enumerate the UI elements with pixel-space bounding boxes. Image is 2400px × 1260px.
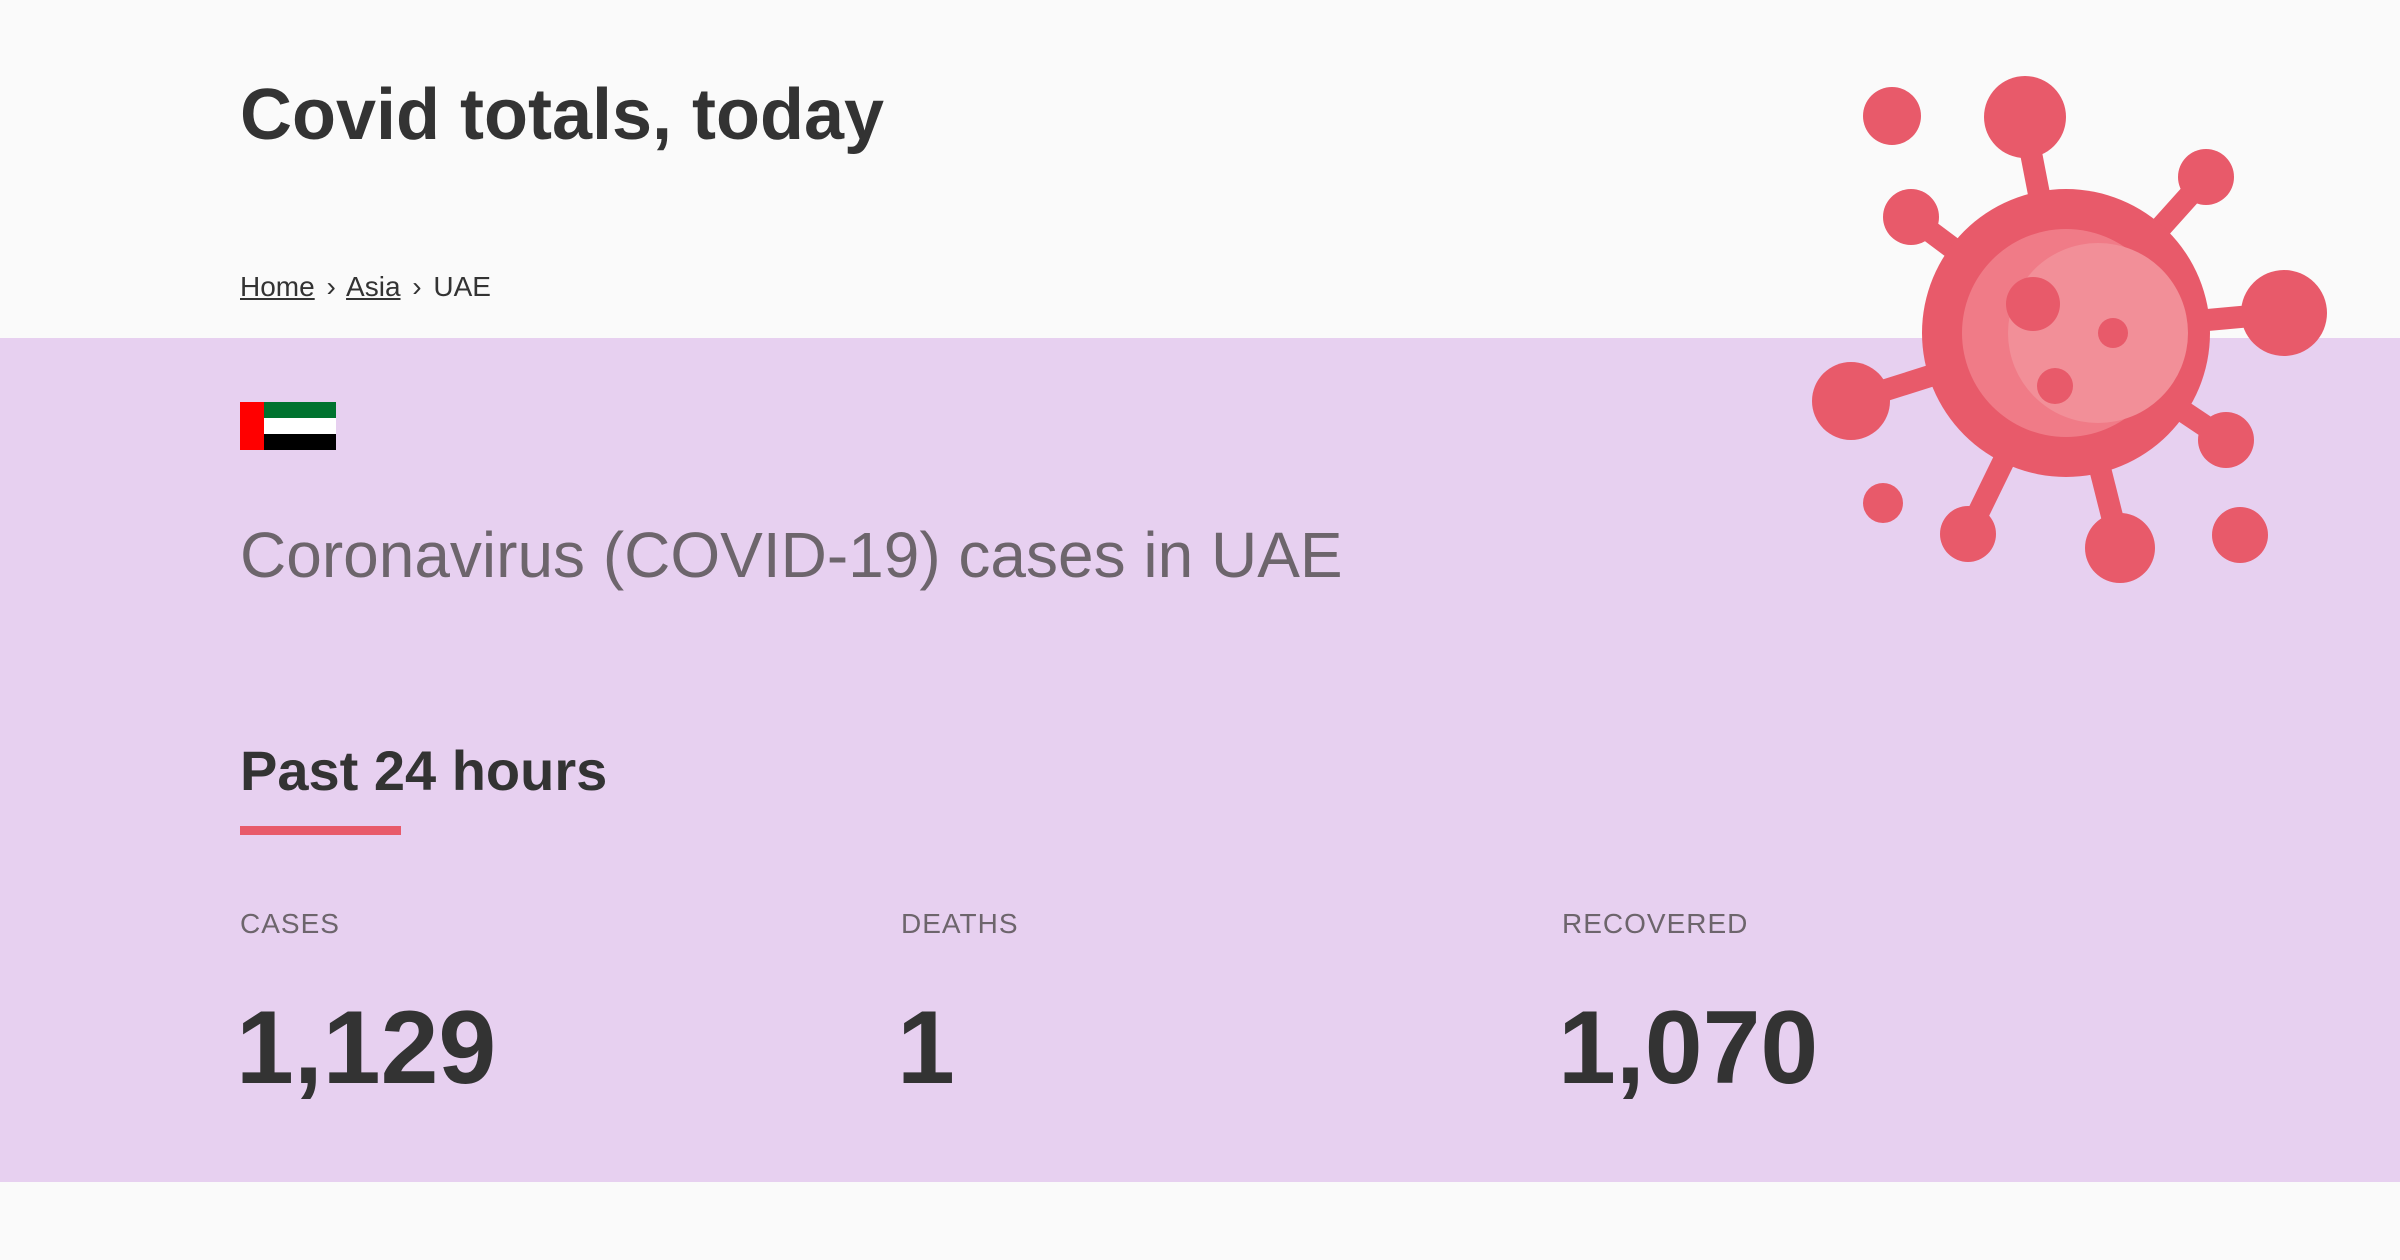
breadcrumb-home-link[interactable]: Home — [240, 271, 315, 302]
country-subtitle: Coronavirus (COVID-19) cases in UAE — [240, 519, 1343, 591]
page-title: Covid totals, today — [240, 75, 885, 155]
breadcrumb: Home › Asia › UAE — [240, 271, 491, 303]
breadcrumb-current: UAE — [433, 271, 491, 302]
stat-value: 1,070 — [1558, 990, 1819, 1106]
breadcrumb-asia-link[interactable]: Asia — [346, 271, 401, 302]
stat-value: 1 — [897, 990, 955, 1106]
stat-recovered: RECOVERED 1,070 — [1558, 906, 1818, 1106]
coronavirus-icon — [1812, 76, 2327, 583]
heading-underline — [240, 826, 401, 835]
stat-cases: CASES 1,129 — [236, 906, 496, 1106]
section-heading: Past 24 hours — [240, 739, 608, 802]
stat-label: RECOVERED — [1562, 908, 1749, 939]
uae-flag-icon — [240, 402, 336, 450]
breadcrumb-separator: › — [412, 271, 422, 302]
stat-label: DEATHS — [901, 908, 1019, 939]
stat-value: 1,129 — [236, 990, 497, 1106]
stat-label: CASES — [240, 908, 340, 939]
breadcrumb-separator: › — [326, 271, 336, 302]
stat-deaths: DEATHS 1 — [897, 906, 1019, 1106]
header: Covid totals, today Home › Asia › UAE — [0, 0, 2400, 338]
